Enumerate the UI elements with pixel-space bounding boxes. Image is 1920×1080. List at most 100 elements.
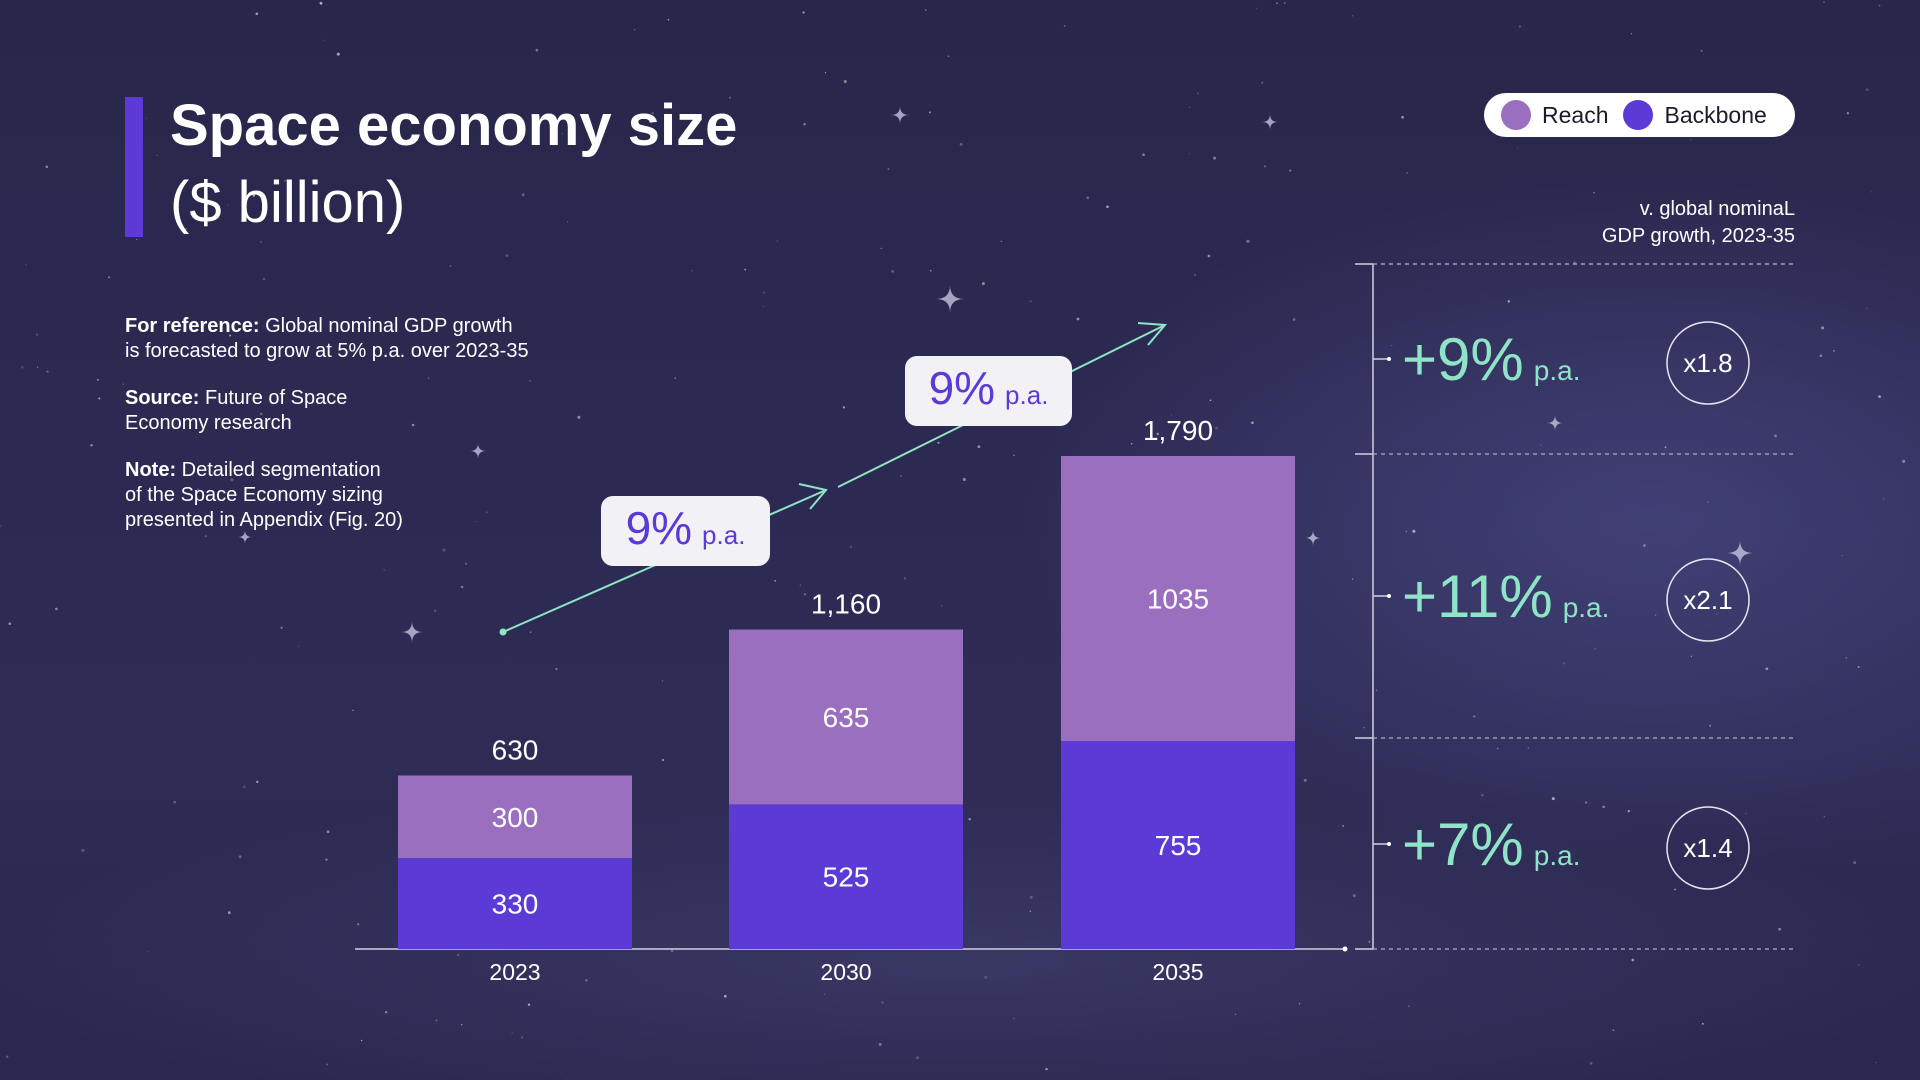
segmentation-note-text: presented in Appendix (Fig. 20) xyxy=(125,509,403,531)
star-dot xyxy=(173,800,177,804)
star-dot xyxy=(1363,727,1365,729)
star-dot xyxy=(1473,715,1476,718)
star-dot xyxy=(850,546,852,548)
bar-segment-backbone xyxy=(729,804,963,949)
segment-growth-rate: +11% p.a. xyxy=(1402,563,1609,630)
bar-label-reach: 300 xyxy=(492,802,539,833)
star-dot xyxy=(215,353,218,356)
star-dot xyxy=(1654,614,1657,616)
star-dot xyxy=(1029,895,1033,899)
source-note: Source: Future of Space Economy research xyxy=(125,386,685,436)
star-dot xyxy=(460,1023,463,1026)
star-dot xyxy=(1342,824,1345,828)
star-dot xyxy=(1527,747,1529,749)
star-dot xyxy=(262,277,266,281)
star-dot xyxy=(962,478,966,481)
star-dot xyxy=(1276,2,1279,5)
bar-segment-reach xyxy=(729,629,963,805)
star-dot xyxy=(1391,344,1393,347)
multiple-badge xyxy=(1666,558,1750,642)
bar-label-reach: 635 xyxy=(823,702,870,733)
star-dot xyxy=(260,240,263,243)
star-dot xyxy=(81,848,85,852)
star-dot xyxy=(1130,442,1133,445)
star-dot xyxy=(1189,106,1191,108)
star-dot xyxy=(326,1063,329,1066)
reference-note-text: is forecasted to grow at 5% p.a. over 20… xyxy=(125,340,529,362)
star-dot xyxy=(1832,349,1835,352)
star-dot xyxy=(457,953,460,956)
star-dot xyxy=(1823,815,1825,818)
star-dot xyxy=(1029,300,1032,303)
star-dot xyxy=(842,406,845,409)
star-dot xyxy=(1142,153,1145,157)
star-dot xyxy=(505,254,509,257)
bar-total-label: 1,790 xyxy=(1143,415,1213,446)
multiple-badge-label: x1.4 xyxy=(1683,833,1732,863)
bar-label-backbone: 755 xyxy=(1155,830,1202,861)
star-dot xyxy=(577,415,581,419)
star-dot xyxy=(90,443,93,447)
star-dot xyxy=(36,366,39,368)
star-dot xyxy=(35,333,39,336)
star-dot xyxy=(802,11,805,14)
star-dot xyxy=(1846,112,1849,115)
segmentation-note: Note: Detailed segmentation of the Space… xyxy=(125,458,685,533)
callout-rate-value: 9% xyxy=(929,362,995,414)
star-dot xyxy=(442,548,446,552)
star-dot xyxy=(252,194,256,197)
star-dot xyxy=(1215,426,1218,430)
legend-label-reach: Reach xyxy=(1542,101,1609,128)
star-dot xyxy=(385,1010,388,1014)
sparkle-star-icon xyxy=(1262,114,1278,130)
bar-segment-reach xyxy=(398,775,632,859)
star-dot xyxy=(891,270,894,273)
star-dot xyxy=(1289,169,1292,172)
star-dot xyxy=(1029,910,1032,912)
star-dot xyxy=(1551,797,1555,801)
star-dot xyxy=(1412,529,1416,533)
star-dot xyxy=(1284,2,1286,4)
bar-total-label: 1,160 xyxy=(811,589,881,620)
star-dot xyxy=(803,123,806,126)
star-dot xyxy=(1246,239,1250,243)
bar-label-reach: 1035 xyxy=(1147,584,1209,615)
star-dot xyxy=(1765,667,1769,671)
star-dot xyxy=(360,1039,363,1042)
sparkle-star-icon xyxy=(470,443,486,459)
star-dot xyxy=(959,142,963,146)
x-tick-label: 2030 xyxy=(820,959,871,985)
star-dot xyxy=(1778,927,1781,931)
star-dot xyxy=(880,247,883,250)
star-dot xyxy=(670,949,674,953)
star-dot xyxy=(981,282,985,286)
star-dot xyxy=(1292,318,1296,321)
sparkle-star-icon xyxy=(1305,530,1321,546)
star-dot xyxy=(977,445,981,449)
sparkle-star-icon xyxy=(1547,415,1563,431)
star-dot xyxy=(238,855,242,859)
star-dot xyxy=(0,525,2,528)
star-dot xyxy=(1739,864,1741,866)
star-dot xyxy=(325,858,328,861)
star-dot xyxy=(1593,191,1595,194)
star-dot xyxy=(1704,371,1707,373)
star-dot xyxy=(1875,1061,1877,1064)
star-dot xyxy=(1298,1003,1301,1005)
segment-growth-unit: p.a. xyxy=(1563,592,1610,623)
star-dot xyxy=(1841,555,1843,557)
star-dot xyxy=(1902,459,1906,463)
star-dot xyxy=(1602,805,1605,809)
star-dot xyxy=(824,71,827,74)
multiple-badge-label: x2.1 xyxy=(1683,585,1732,615)
star-dot xyxy=(229,334,232,337)
star-dot xyxy=(267,319,271,323)
star-dot xyxy=(1585,801,1588,804)
star-dot xyxy=(929,269,932,272)
star-dot xyxy=(1819,354,1823,358)
star-dot xyxy=(803,593,807,596)
bar-segment-reach xyxy=(1061,456,1295,742)
star-dot xyxy=(1188,153,1190,155)
star-dot xyxy=(1707,501,1709,504)
